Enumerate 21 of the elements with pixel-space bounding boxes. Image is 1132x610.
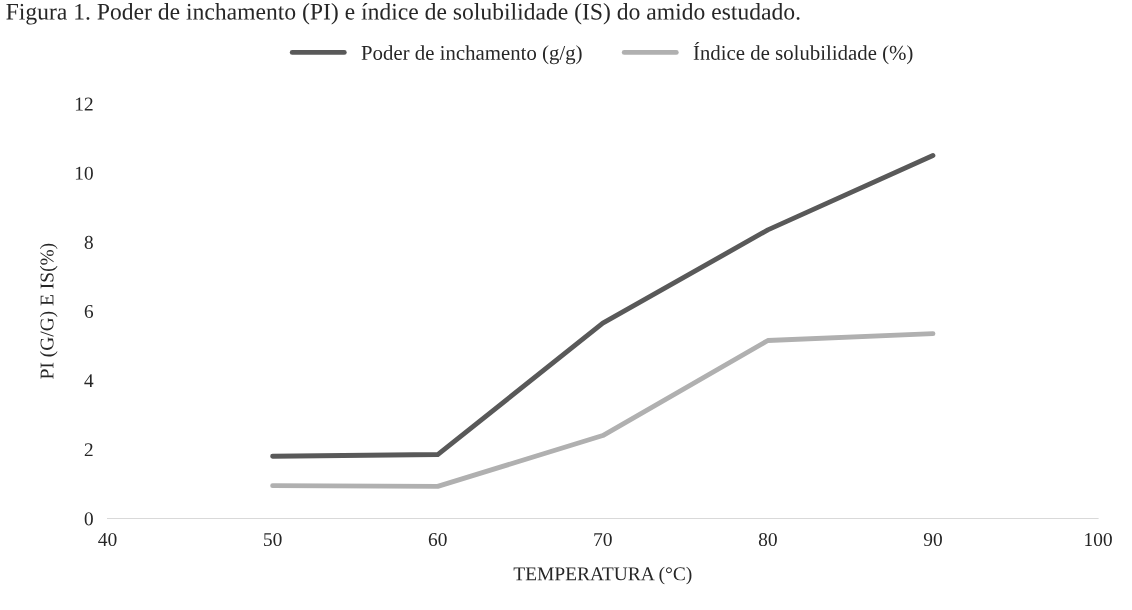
legend-label: Poder de inchamento (g/g) <box>361 45 582 65</box>
y-tick-label: 4 <box>84 374 94 387</box>
y-axis-title: PI (G/G) E IS(%) <box>39 243 58 379</box>
legend-label: Índice de solubilidade (%) <box>693 41 913 65</box>
y-tick-label: 10 <box>75 166 93 180</box>
x-tick-label: 50 <box>264 532 282 547</box>
line-series <box>270 331 936 489</box>
x-tick-label: 70 <box>594 532 612 547</box>
x-tick-label: 40 <box>98 532 117 547</box>
x-tick-label: 60 <box>428 532 447 547</box>
x-tick-label: 90 <box>923 532 942 547</box>
x-tick-label: 100 <box>1085 532 1112 547</box>
x-axis-title: TEMPERATURA (°C) <box>513 566 692 585</box>
y-tick-label: 12 <box>75 97 93 111</box>
y-tick-label: 8 <box>84 235 93 249</box>
chart-title: Figura 1. Poder de inchamento (PI) e índice de solubilidade (IS) do amido estudado. <box>6 3 800 25</box>
line-series <box>270 153 936 459</box>
y-tick-label: 2 <box>84 443 93 457</box>
x-tick-label: 80 <box>758 532 777 547</box>
y-tick-label: 0 <box>84 512 93 526</box>
y-tick-label: 6 <box>84 304 94 319</box>
